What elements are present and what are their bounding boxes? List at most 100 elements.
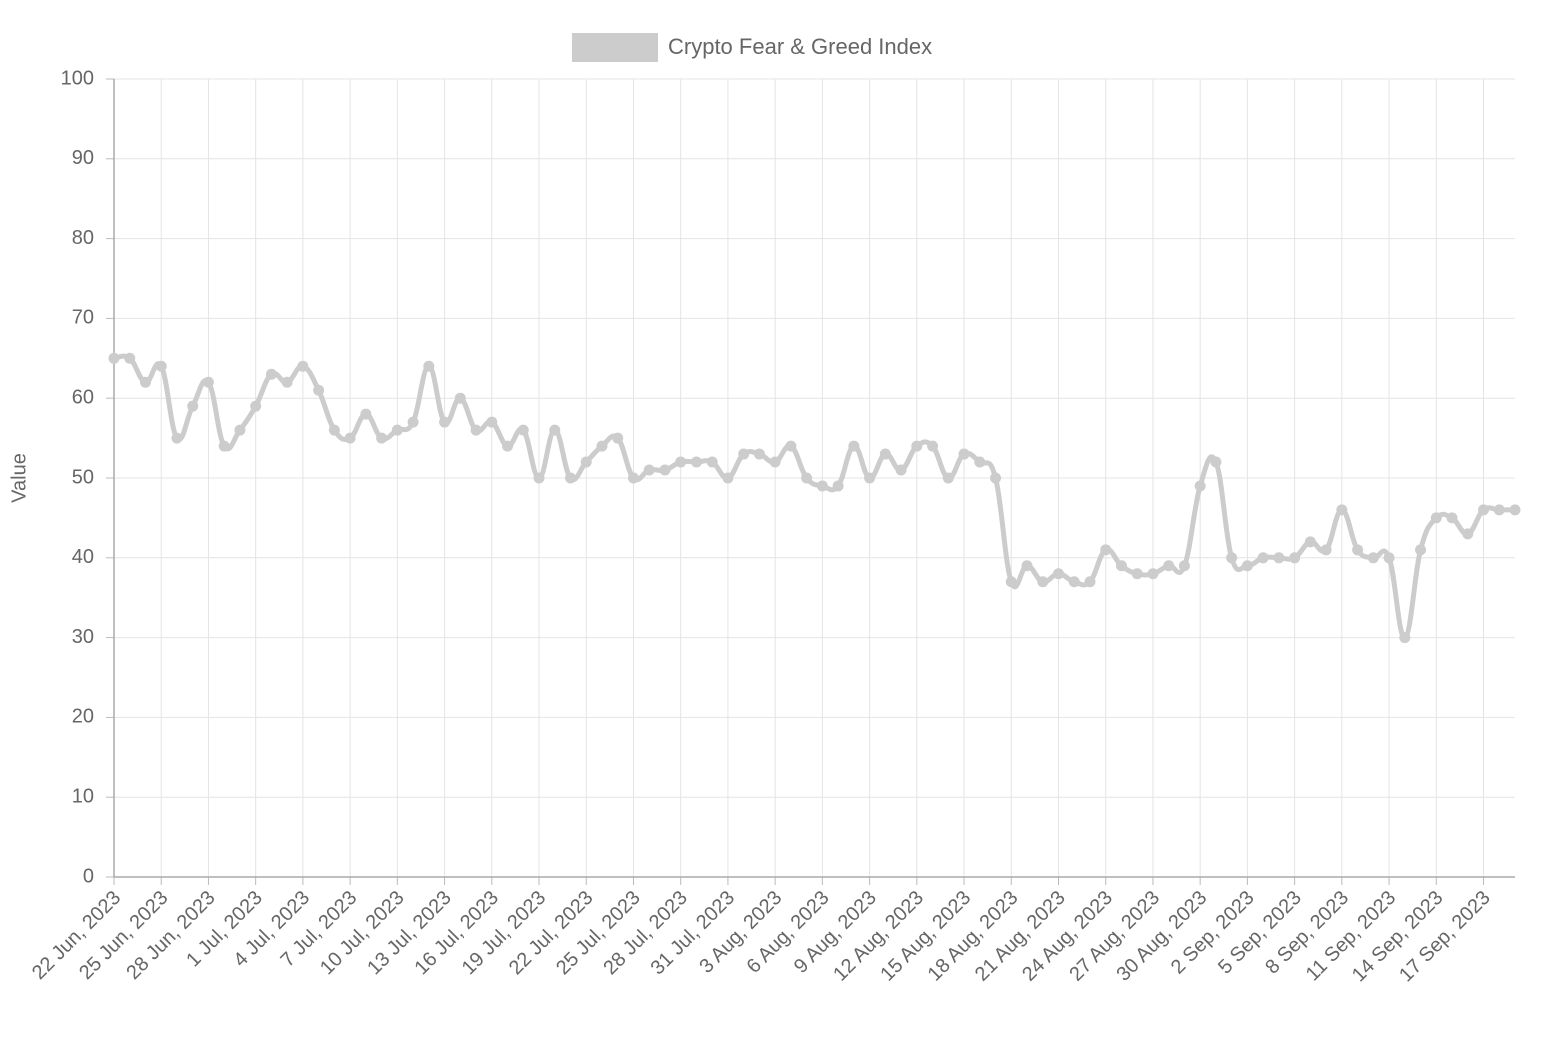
legend-swatch	[572, 33, 658, 62]
data-point	[502, 440, 514, 452]
data-point	[801, 472, 813, 484]
data-point	[486, 416, 498, 428]
data-point	[596, 440, 608, 452]
data-point	[202, 376, 214, 388]
data-point	[706, 456, 718, 468]
data-point	[391, 424, 403, 436]
data-point	[927, 440, 939, 452]
y-tick-label: 40	[72, 546, 94, 568]
data-point	[675, 456, 687, 468]
data-point	[1131, 568, 1143, 580]
data-point	[1383, 552, 1395, 564]
data-point	[1115, 560, 1127, 572]
data-point	[517, 424, 529, 436]
y-axis-title: Value	[8, 453, 30, 503]
y-tick-label: 50	[72, 466, 94, 488]
data-point	[643, 464, 655, 476]
data-point	[108, 352, 120, 364]
data-point	[1257, 552, 1269, 564]
data-point	[864, 472, 876, 484]
data-point	[1037, 576, 1049, 588]
data-point	[1509, 504, 1521, 516]
data-point	[1446, 512, 1458, 524]
data-point	[895, 464, 907, 476]
data-point	[832, 480, 844, 492]
data-point	[1415, 544, 1427, 556]
data-point	[423, 360, 435, 372]
data-point	[328, 424, 340, 436]
data-point	[1320, 544, 1332, 556]
data-point	[218, 440, 230, 452]
data-point	[344, 432, 356, 444]
data-point	[1210, 456, 1222, 468]
y-tick-label: 70	[72, 307, 94, 329]
data-point	[1226, 552, 1238, 564]
data-point	[753, 448, 765, 460]
data-point	[627, 472, 639, 484]
data-point	[911, 440, 923, 452]
data-point	[124, 352, 136, 364]
data-point	[1084, 576, 1096, 588]
data-point	[250, 400, 262, 412]
data-point	[690, 456, 702, 468]
data-point	[879, 448, 891, 460]
data-point	[816, 480, 828, 492]
data-point	[407, 416, 419, 428]
data-point	[565, 472, 577, 484]
data-point	[738, 448, 750, 460]
data-point	[439, 416, 451, 428]
data-point	[1241, 560, 1253, 572]
data-point	[1100, 544, 1112, 556]
y-tick-label: 10	[72, 785, 94, 807]
data-point	[659, 464, 671, 476]
data-point	[1336, 504, 1348, 516]
y-tick-label: 90	[72, 147, 94, 169]
y-tick-label: 0	[83, 865, 94, 887]
data-point	[769, 456, 781, 468]
data-point	[1289, 552, 1301, 564]
data-point	[848, 440, 860, 452]
data-point	[722, 472, 734, 484]
data-point	[785, 440, 797, 452]
data-point	[533, 472, 545, 484]
data-point	[155, 360, 167, 372]
y-tick-label: 20	[72, 706, 94, 728]
data-point	[1163, 560, 1175, 572]
data-point	[942, 472, 954, 484]
data-point	[549, 424, 561, 436]
data-point	[958, 448, 970, 460]
data-point	[1304, 536, 1316, 548]
data-point	[171, 432, 183, 444]
data-point	[990, 472, 1002, 484]
data-point	[1352, 544, 1364, 556]
y-tick-label: 100	[61, 67, 94, 89]
data-point	[1493, 504, 1505, 516]
data-point	[1478, 504, 1490, 516]
data-point	[1052, 568, 1064, 580]
data-point	[376, 432, 388, 444]
y-tick-label: 30	[72, 626, 94, 648]
data-point	[470, 424, 482, 436]
data-point	[1399, 632, 1411, 644]
data-point	[1273, 552, 1285, 564]
y-tick-label: 60	[72, 386, 94, 408]
data-point	[1178, 560, 1190, 572]
data-point	[1005, 576, 1017, 588]
data-point	[1462, 528, 1474, 540]
data-point	[1194, 480, 1206, 492]
data-point	[139, 376, 151, 388]
legend-label: Crypto Fear & Greed Index	[668, 34, 932, 59]
data-point	[612, 432, 624, 444]
data-point	[1147, 568, 1159, 580]
data-point	[974, 456, 986, 468]
y-tick-label: 80	[72, 227, 94, 249]
data-point	[313, 384, 325, 396]
data-point	[281, 376, 293, 388]
data-point	[1068, 576, 1080, 588]
data-point	[1367, 552, 1379, 564]
data-point	[265, 368, 277, 380]
data-point	[1430, 512, 1442, 524]
data-point	[234, 424, 246, 436]
